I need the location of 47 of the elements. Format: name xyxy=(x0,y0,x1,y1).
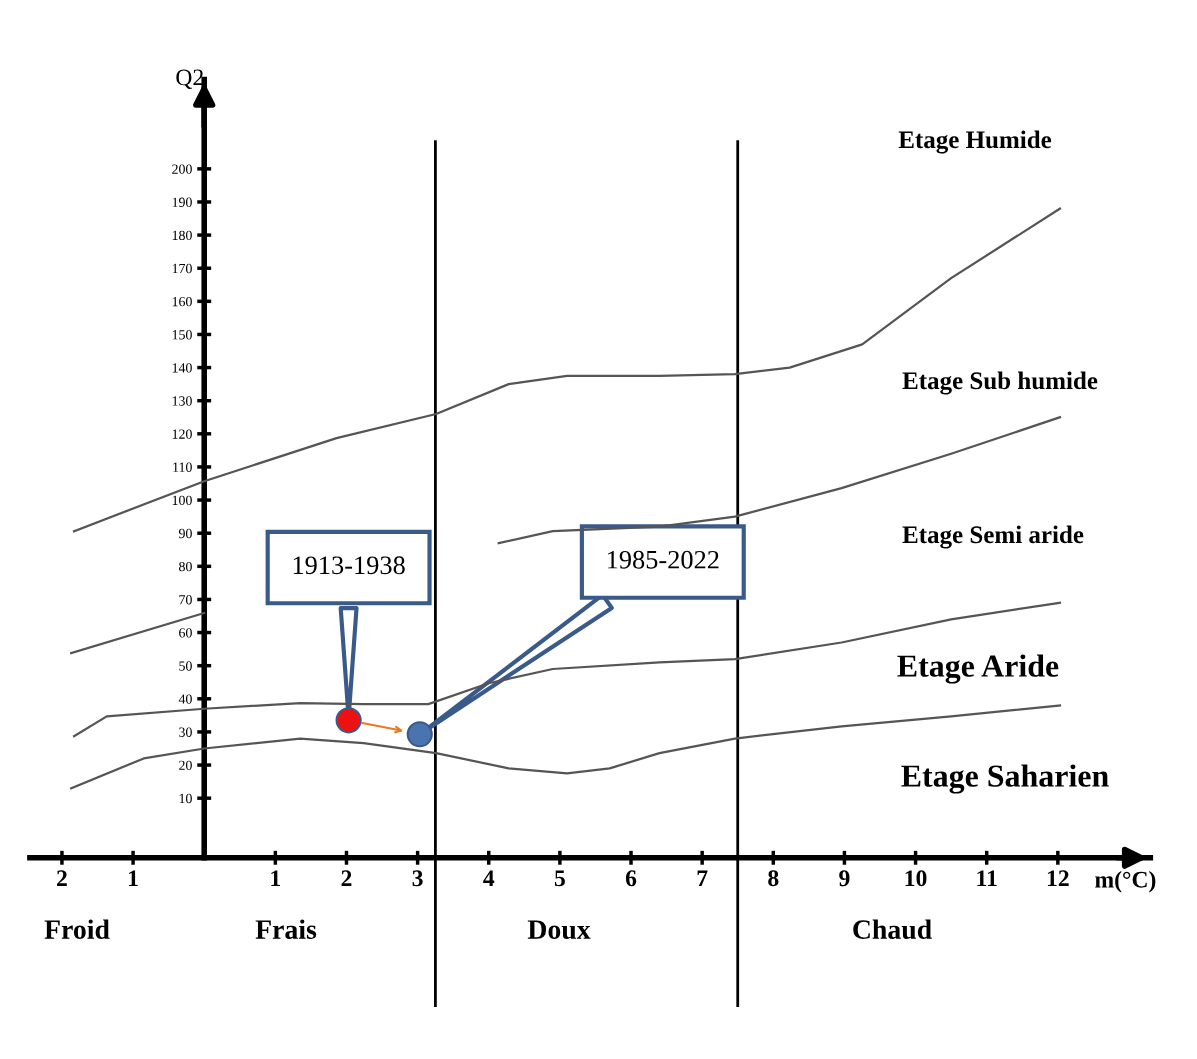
y-tick-label: 40 xyxy=(178,694,192,704)
x-tick-label: 12 xyxy=(1047,870,1069,886)
annotation: Etage Aride xyxy=(897,654,1059,684)
x-tick-label: 3 xyxy=(412,870,423,887)
y-tick-label: 10 xyxy=(179,793,192,804)
annotation: Etage Sub humide xyxy=(902,371,1098,395)
y-tick-label: 130 xyxy=(172,396,192,406)
x-tick-label: 7 xyxy=(697,870,708,886)
x-tick-label: 1 xyxy=(271,870,281,886)
x-tick-label: 9 xyxy=(839,870,850,887)
text: Chaud xyxy=(853,919,932,940)
y-tick-label: 140 xyxy=(172,363,192,373)
y-tick-label: 70 xyxy=(179,595,192,605)
y-tick-label: 20 xyxy=(179,760,192,770)
text: Frais xyxy=(255,919,317,939)
y-tick-label: 170 xyxy=(172,263,192,274)
text: 1985-2022 xyxy=(607,550,719,569)
text: Froid xyxy=(44,919,110,939)
x-axis-title: m(°C) xyxy=(1095,871,1156,893)
annotation: Etage Saharien xyxy=(901,764,1109,794)
y-tick-label: 110 xyxy=(173,462,192,472)
x-tick-label: 10 xyxy=(905,870,927,887)
x-tick-label: 11 xyxy=(977,870,997,886)
x-tick-label: 4 xyxy=(483,870,495,886)
y-tick-label: 150 xyxy=(172,330,192,340)
y-tick-label: 190 xyxy=(172,197,192,207)
text: Doux xyxy=(527,920,591,940)
y-tick-label: 160 xyxy=(172,296,192,307)
y-tick-label: 100 xyxy=(172,495,192,506)
x-tick-label: 2 xyxy=(341,870,352,886)
x-tick-label: 1 xyxy=(129,870,138,886)
annotation: Etage Semi aride xyxy=(902,525,1084,549)
y-tick-label: 120 xyxy=(172,429,192,439)
text: 1913-1938 xyxy=(293,556,405,575)
x-tick-label: 8 xyxy=(768,870,779,887)
y-tick-label: 60 xyxy=(179,628,192,638)
y-axis-title: Q2 xyxy=(176,69,203,89)
x-tick-label: 2 xyxy=(57,870,67,886)
y-tick-label: 80 xyxy=(179,561,192,572)
annotation: Etage Humide xyxy=(898,130,1052,154)
x-tick-label: 6 xyxy=(625,870,637,887)
y-tick-label: 180 xyxy=(172,230,192,241)
y-tick-label: 50 xyxy=(179,661,192,671)
x-tick-label: 5 xyxy=(554,870,565,887)
y-tick-label: 90 xyxy=(178,528,192,539)
y-tick-label: 200 xyxy=(172,164,192,174)
y-tick-label: 30 xyxy=(179,727,192,737)
